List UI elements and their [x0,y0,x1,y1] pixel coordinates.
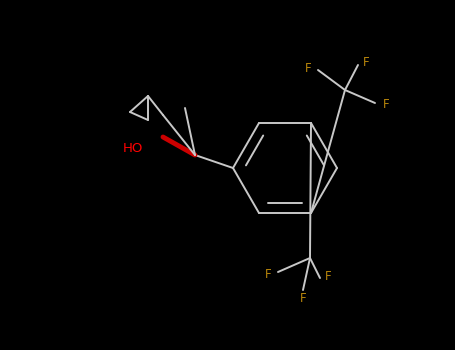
Text: F: F [300,292,306,304]
Text: F: F [264,267,271,280]
Text: F: F [383,98,389,111]
Text: HO: HO [123,141,143,154]
Text: F: F [363,56,369,69]
Text: F: F [304,63,311,76]
Text: F: F [325,271,332,284]
